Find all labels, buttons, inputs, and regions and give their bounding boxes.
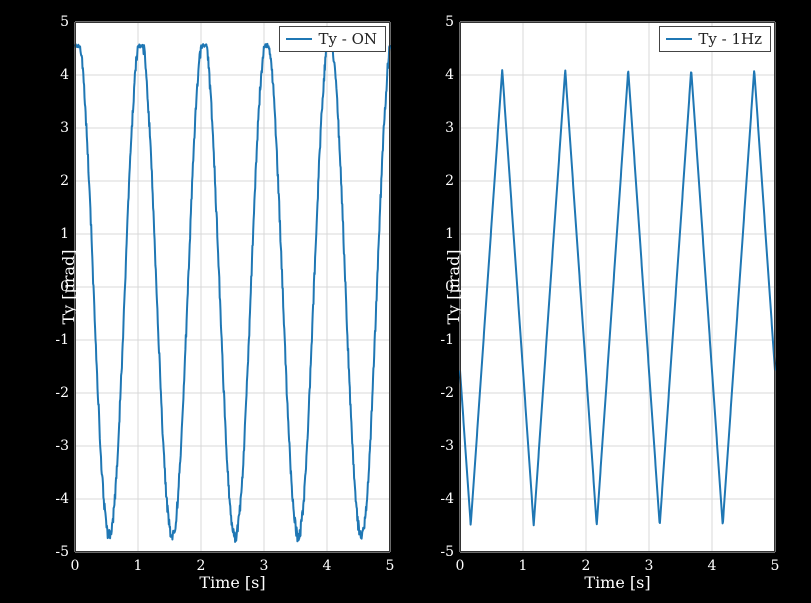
ytick-label: -1 xyxy=(440,332,460,348)
figure: Ty [μrad] Time [s] Ty - ON -5-4-3-2-1012… xyxy=(0,0,811,603)
xtick-label: 5 xyxy=(386,552,395,574)
ytick-label: 2 xyxy=(60,173,75,189)
xtick-label: 1 xyxy=(519,552,528,574)
ytick-label: -2 xyxy=(440,385,460,401)
xtick-label: 3 xyxy=(260,552,269,574)
xtick-label: 2 xyxy=(582,552,591,574)
ytick-label: -1 xyxy=(55,332,75,348)
legend-swatch xyxy=(286,38,312,40)
ytick-label: 2 xyxy=(445,173,460,189)
ytick-label: -2 xyxy=(55,385,75,401)
ytick-label: 4 xyxy=(445,67,460,83)
left-plot-svg xyxy=(75,22,390,552)
ytick-label: -4 xyxy=(55,491,75,507)
xtick-label: 1 xyxy=(134,552,143,574)
right-axes: Ty [μrad] Time [s] Ty - 1Hz -5-4-3-2-101… xyxy=(460,22,775,552)
left-legend: Ty - ON xyxy=(279,26,386,52)
legend-label: Ty - 1Hz xyxy=(698,30,762,48)
ytick-label: -3 xyxy=(440,438,460,454)
ytick-label: 3 xyxy=(445,120,460,136)
xtick-label: 4 xyxy=(708,552,717,574)
ytick-label: 5 xyxy=(445,14,460,30)
right-plot-svg xyxy=(460,22,775,552)
xtick-label: 0 xyxy=(456,552,465,574)
right-xlabel: Time [s] xyxy=(584,573,650,592)
ytick-label: -4 xyxy=(440,491,460,507)
ytick-label: 4 xyxy=(60,67,75,83)
ytick-label: 0 xyxy=(60,279,75,295)
ytick-label: 0 xyxy=(445,279,460,295)
xtick-label: 5 xyxy=(771,552,780,574)
xtick-label: 3 xyxy=(645,552,654,574)
ytick-label: -3 xyxy=(55,438,75,454)
xtick-label: 0 xyxy=(71,552,80,574)
xtick-label: 2 xyxy=(197,552,206,574)
ytick-label: 5 xyxy=(60,14,75,30)
legend-swatch xyxy=(666,38,692,40)
ytick-label: 1 xyxy=(60,226,75,242)
left-xlabel: Time [s] xyxy=(199,573,265,592)
right-legend: Ty - 1Hz xyxy=(659,26,771,52)
xtick-label: 4 xyxy=(323,552,332,574)
left-axes: Ty [μrad] Time [s] Ty - ON -5-4-3-2-1012… xyxy=(75,22,390,552)
ytick-label: 1 xyxy=(445,226,460,242)
legend-label: Ty - ON xyxy=(318,30,377,48)
ytick-label: 3 xyxy=(60,120,75,136)
